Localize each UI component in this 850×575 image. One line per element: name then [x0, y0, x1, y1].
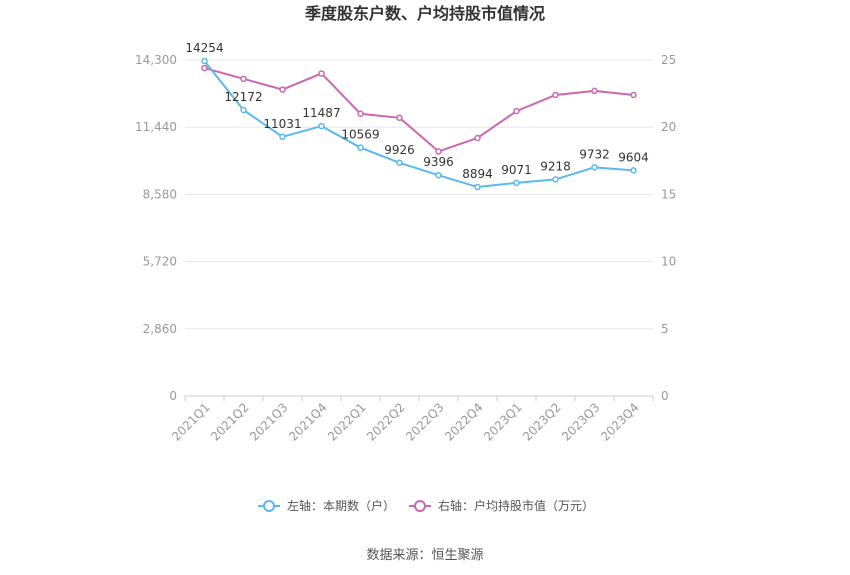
- x-axis-tick-label: 2021Q2: [208, 400, 252, 444]
- left-axis-tick-label: 2,860: [143, 322, 177, 336]
- x-axis-tick-label: 2023Q3: [559, 400, 603, 444]
- legend-swatch-marker: [263, 500, 275, 512]
- x-axis-tick-label: 2022Q4: [442, 400, 486, 444]
- left-axis-tick-label: 5,720: [143, 255, 177, 269]
- data-point[interactable]: [396, 159, 403, 167]
- legend-label: 左轴：本期数（户）: [287, 498, 395, 513]
- data-point[interactable]: [591, 164, 598, 171]
- data-point[interactable]: [513, 179, 520, 187]
- data-point[interactable]: [201, 57, 208, 65]
- legend[interactable]: 左轴：本期数（户） 右轴：户均持股市值（万元）: [258, 498, 594, 513]
- x-axis-tick-label: 2021Q4: [286, 400, 330, 444]
- grid: [185, 59, 653, 397]
- data-point[interactable]: [279, 133, 286, 141]
- data-point[interactable]: [552, 176, 559, 183]
- data-point[interactable]: [240, 75, 247, 83]
- data-label: 14254: [185, 41, 223, 55]
- chart-title: 季度股东户数、户均持股市值情况: [304, 4, 545, 23]
- legend-item[interactable]: 右轴：户均持股市值（万元）: [409, 498, 594, 513]
- data-point[interactable]: [591, 87, 598, 95]
- right-axis-tick-label: 25: [661, 53, 676, 67]
- right-axis-tick-label: 15: [661, 187, 676, 201]
- data-label: 9218: [540, 159, 571, 173]
- data-label: 9071: [501, 163, 532, 177]
- x-axis-tick-label: 2023Q4: [598, 400, 642, 444]
- x-axis-tick-label: 2023Q1: [481, 400, 525, 444]
- x-axis-tick-label: 2022Q2: [364, 400, 408, 444]
- data-point[interactable]: [396, 114, 403, 122]
- right-axis-tick-label: 20: [661, 120, 676, 134]
- data-point[interactable]: [279, 86, 286, 93]
- series-right: [201, 64, 637, 155]
- data-point[interactable]: [357, 144, 364, 151]
- data-label: 8894: [462, 167, 493, 181]
- left-axis-tick-label: 0: [169, 389, 177, 403]
- x-axis-tick-label: 2022Q1: [325, 400, 369, 444]
- legend-swatch-marker: [414, 500, 426, 512]
- series-line: [203, 60, 634, 189]
- data-label: 9732: [579, 147, 610, 161]
- right-axis-tick-label: 10: [661, 255, 676, 269]
- source-note: 数据来源：恒生聚源: [366, 548, 483, 563]
- x-axis-tick-label: 2022Q3: [403, 400, 447, 444]
- data-label: 9926: [384, 143, 415, 157]
- right-axis-tick-label: 5: [661, 322, 669, 336]
- left-axis-tick-label: 14,300: [135, 53, 177, 67]
- right-axis: 0 5 10 15 20 25: [661, 53, 676, 403]
- data-label: 9604: [618, 150, 649, 164]
- data-label: 12172: [224, 90, 262, 104]
- data-point[interactable]: [474, 183, 481, 191]
- right-axis-tick-label: 0: [661, 389, 669, 403]
- left-axis-tick-label: 11,440: [135, 120, 177, 134]
- category-axis: 2021Q12021Q22021Q32021Q42022Q12022Q22022…: [169, 396, 654, 444]
- series-line: [204, 67, 634, 153]
- data-label: 11031: [263, 117, 301, 131]
- data-point[interactable]: [513, 107, 520, 115]
- data-label: 11487: [302, 106, 340, 120]
- data-label: 10569: [341, 128, 379, 142]
- data-point[interactable]: [474, 134, 481, 142]
- legend-item[interactable]: 左轴：本期数（户）: [258, 498, 395, 513]
- data-point[interactable]: [201, 64, 208, 72]
- data-label: 9396: [423, 155, 454, 169]
- left-axis-tick-label: 8,580: [143, 187, 177, 201]
- data-point[interactable]: [357, 110, 364, 118]
- left-axis: 0 2,860 5,720 8,580 11,440 14,300: [135, 53, 177, 403]
- data-point[interactable]: [630, 91, 637, 99]
- data-point[interactable]: [240, 106, 247, 114]
- x-axis-tick-label: 2021Q3: [247, 400, 291, 444]
- data-point[interactable]: [435, 148, 442, 155]
- legend-label: 右轴：户均持股市值（万元）: [438, 498, 594, 513]
- x-axis-tick-label: 2021Q1: [169, 400, 213, 444]
- data-point[interactable]: [435, 171, 442, 179]
- data-point[interactable]: [318, 122, 325, 130]
- data-point[interactable]: [630, 167, 637, 174]
- x-axis-tick-label: 2023Q2: [520, 400, 564, 444]
- data-point[interactable]: [552, 91, 559, 99]
- data-point[interactable]: [318, 70, 325, 77]
